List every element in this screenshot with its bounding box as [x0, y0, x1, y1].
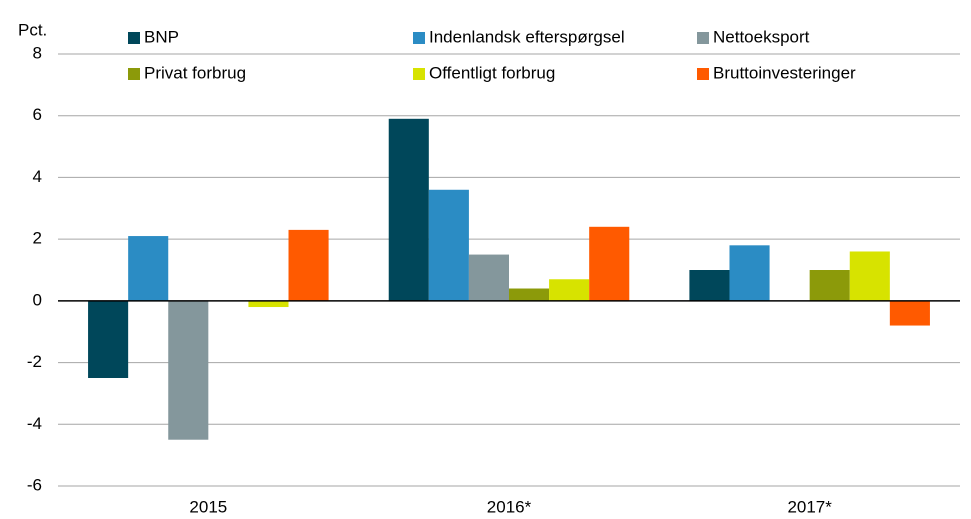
bar: [288, 229, 329, 301]
bar: [428, 189, 469, 301]
bar: [248, 300, 289, 308]
bar: [168, 300, 209, 440]
bar: [509, 288, 550, 301]
bar: [589, 226, 630, 301]
legend-label: Bruttoinvesteringer: [713, 63, 856, 82]
y-tick-label: 4: [33, 167, 42, 186]
legend-swatch: [128, 68, 140, 80]
bar: [128, 236, 169, 301]
legend-swatch: [697, 32, 709, 44]
y-tick-label: -4: [27, 414, 42, 433]
bar: [468, 254, 509, 301]
bar: [809, 270, 850, 301]
y-tick-label: -2: [27, 352, 42, 371]
legend-swatch: [413, 68, 425, 80]
legend-label: Nettoeksport: [713, 27, 810, 46]
legend-swatch: [128, 32, 140, 44]
legend-label: Privat forbrug: [144, 63, 246, 82]
y-tick-label: 2: [33, 229, 42, 248]
y-tick-label: 6: [33, 105, 42, 124]
y-tick-label: -6: [27, 475, 42, 494]
legend-label: Offentligt forbrug: [429, 63, 555, 82]
bar: [849, 251, 890, 301]
y-tick-label: 8: [33, 43, 42, 62]
x-tick-label: 2016*: [487, 497, 532, 516]
bar: [889, 300, 930, 326]
bar: [88, 300, 129, 378]
legend-swatch: [413, 32, 425, 44]
bar: [689, 270, 730, 301]
bar: [549, 279, 590, 301]
y-tick-label: 0: [33, 290, 42, 309]
legend-label: BNP: [144, 27, 179, 46]
bar: [388, 118, 429, 301]
legend-swatch: [697, 68, 709, 80]
y-unit-label: Pct.: [18, 20, 47, 39]
x-tick-label: 2015: [189, 497, 227, 516]
x-tick-label: 2017*: [787, 497, 832, 516]
legend-label: Indenlandsk efterspørgsel: [429, 27, 625, 46]
bar: [729, 245, 770, 301]
